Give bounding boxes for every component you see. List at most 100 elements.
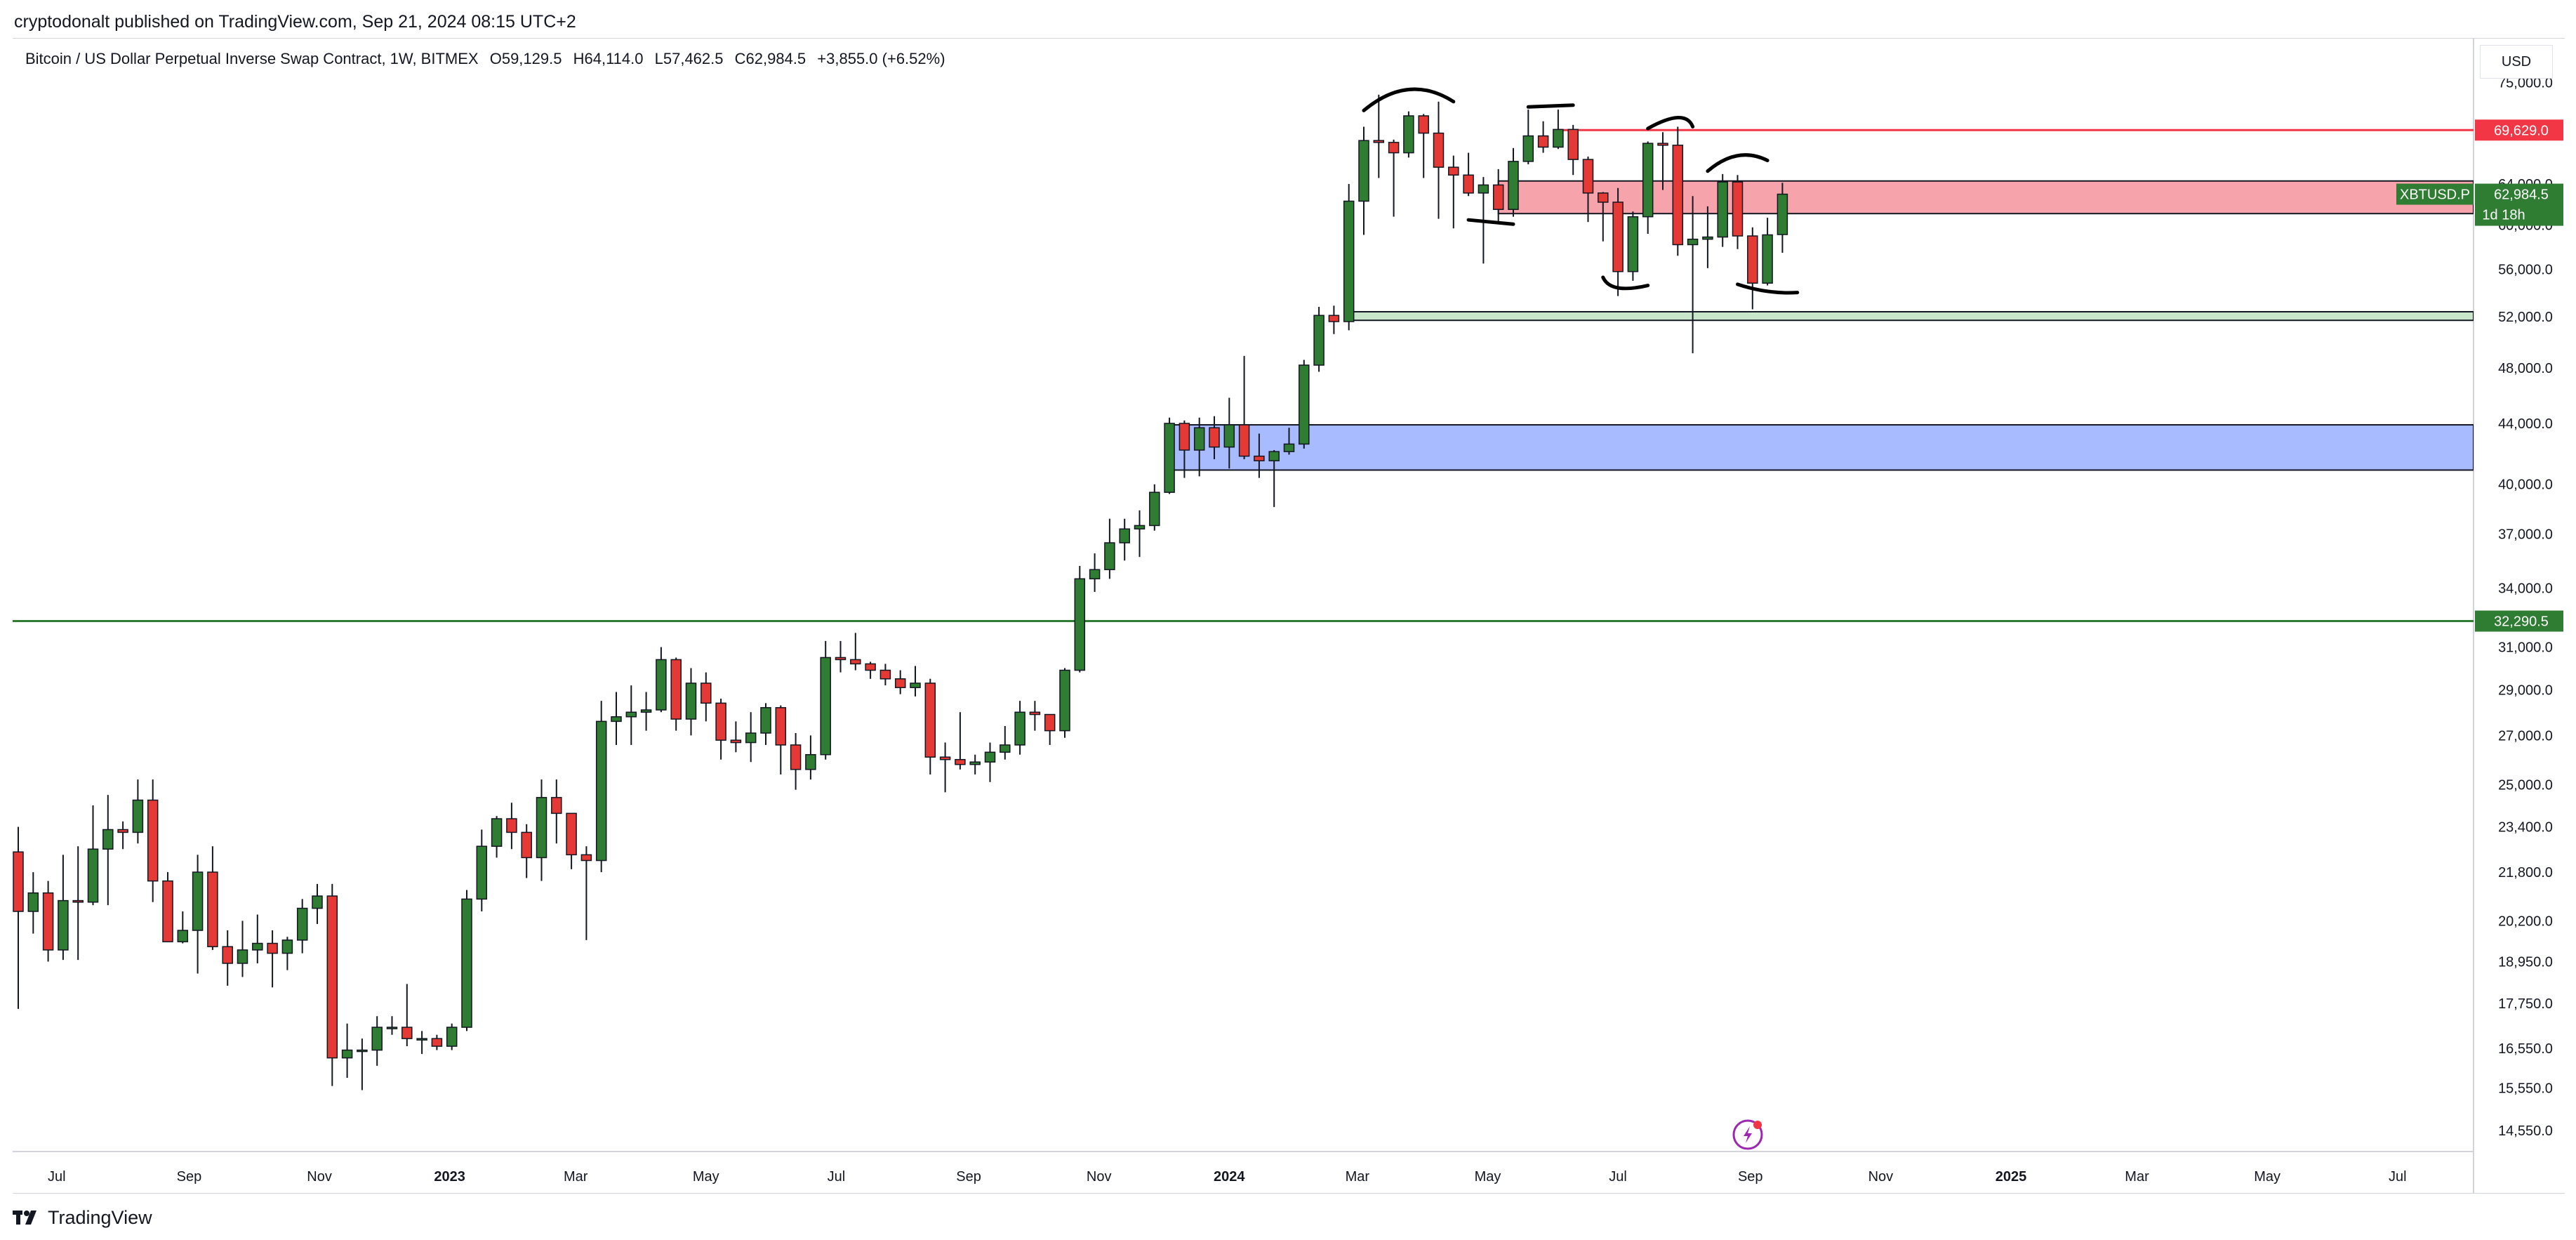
candle — [1672, 126, 1684, 256]
candle-body-up — [1014, 711, 1025, 746]
candle-body-down — [506, 818, 517, 833]
candle — [27, 872, 39, 934]
candle-body-up — [1777, 193, 1788, 235]
candle-body-down — [894, 678, 906, 688]
candle — [506, 803, 517, 850]
candle-body-down — [1254, 455, 1265, 461]
candle — [1717, 173, 1728, 247]
arc-top-aug — [1706, 153, 1770, 173]
candle — [894, 670, 906, 694]
candle-body-up — [58, 899, 69, 951]
price-label-bg-green — [2475, 610, 2563, 632]
candle — [969, 754, 981, 774]
candle-body-up — [132, 799, 144, 833]
candle — [1044, 713, 1056, 745]
candle — [1508, 147, 1519, 217]
candle — [1343, 184, 1355, 331]
candle-body-down — [267, 942, 278, 954]
candle — [446, 1023, 458, 1050]
support-line-zone — [1348, 310, 2474, 322]
candle — [775, 705, 787, 774]
candle-body-up — [1268, 451, 1280, 461]
candle-body-down — [1373, 140, 1385, 143]
price-tick-label: 23,400.0 — [2498, 820, 2553, 836]
candle-body-up — [192, 871, 204, 931]
candle-body-down — [790, 744, 802, 770]
publisher-line: cryptodonalt published on TradingView.co… — [14, 12, 576, 32]
candle — [835, 640, 847, 673]
price-tick-label: 34,000.0 — [2498, 581, 2553, 597]
candle-body-down — [13, 851, 24, 912]
candle — [1612, 187, 1624, 296]
candle — [1388, 139, 1400, 217]
candle-body-up — [656, 659, 667, 711]
currency-selector[interactable]: USD — [2480, 45, 2553, 79]
candle — [595, 701, 607, 873]
candle-body-up — [1508, 161, 1519, 211]
ohlc-change: +3,855.0 (+6.52%) — [817, 50, 945, 67]
candle-body-down — [1463, 174, 1474, 194]
ohlc-open: O59,129.5 — [489, 50, 562, 67]
candle-body-up — [87, 848, 99, 903]
candle — [745, 712, 757, 763]
candle-body-down — [1328, 315, 1340, 322]
candle — [1567, 124, 1579, 176]
candle — [312, 883, 323, 924]
price-tick-label: 21,800.0 — [2498, 865, 2553, 880]
price-tick-label: 29,000.0 — [2498, 682, 2553, 698]
time-tick-label: 2023 — [434, 1169, 465, 1185]
candle-body-down — [730, 739, 742, 744]
candle — [1777, 183, 1788, 253]
candle — [984, 742, 996, 782]
candle — [1537, 121, 1549, 153]
candle — [1747, 227, 1758, 310]
candle — [715, 698, 726, 760]
price-tick-label: 31,000.0 — [2498, 640, 2553, 656]
candle-body-up — [984, 751, 996, 763]
candle-body-down — [1044, 713, 1056, 732]
price-tick-label: 56,000.0 — [2498, 263, 2553, 278]
candle-body-up — [296, 907, 308, 941]
candle-body-down — [924, 682, 936, 758]
candle — [701, 672, 712, 722]
candle — [1209, 416, 1220, 460]
candle-body-up — [760, 707, 771, 734]
candle-body-down — [1672, 145, 1684, 246]
candle-body-up — [341, 1049, 353, 1059]
candle — [1373, 94, 1385, 178]
candle-body-up — [805, 754, 816, 770]
candle-body-up — [281, 939, 293, 954]
candle — [580, 846, 592, 940]
candle-body-down — [207, 871, 218, 947]
candle-body-down — [1582, 159, 1594, 194]
candle-body-up — [1000, 744, 1011, 753]
candle-body-up — [595, 720, 607, 862]
price-tick-label: 27,000.0 — [2498, 728, 2553, 744]
candle-body-up — [1358, 140, 1369, 202]
candle-body-down — [835, 657, 847, 661]
candle-body-up — [371, 1027, 383, 1051]
tradingview-logo-icon — [13, 1211, 36, 1225]
candle — [879, 664, 891, 686]
symbol-title: Bitcoin / US Dollar Perpetual Inverse Sw… — [25, 50, 479, 67]
candle — [237, 921, 248, 977]
candle-body-down — [1209, 427, 1220, 448]
candle — [1134, 510, 1146, 558]
candle-body-down — [117, 829, 128, 833]
candle — [1164, 417, 1175, 494]
candle — [87, 805, 99, 906]
candle-body-up — [1553, 128, 1564, 148]
candle — [1433, 101, 1445, 219]
candle-body-up — [27, 892, 39, 912]
time-tick-label: 2025 — [1996, 1169, 2027, 1185]
price-tick-label: 37,000.0 — [2498, 527, 2553, 543]
candle — [1179, 420, 1190, 478]
candle-body-down — [1029, 711, 1041, 715]
candle-body-down — [850, 659, 861, 665]
candle — [730, 721, 742, 753]
candle — [461, 890, 472, 1031]
candle — [1104, 518, 1115, 579]
candle — [476, 829, 488, 912]
candle — [656, 647, 667, 713]
